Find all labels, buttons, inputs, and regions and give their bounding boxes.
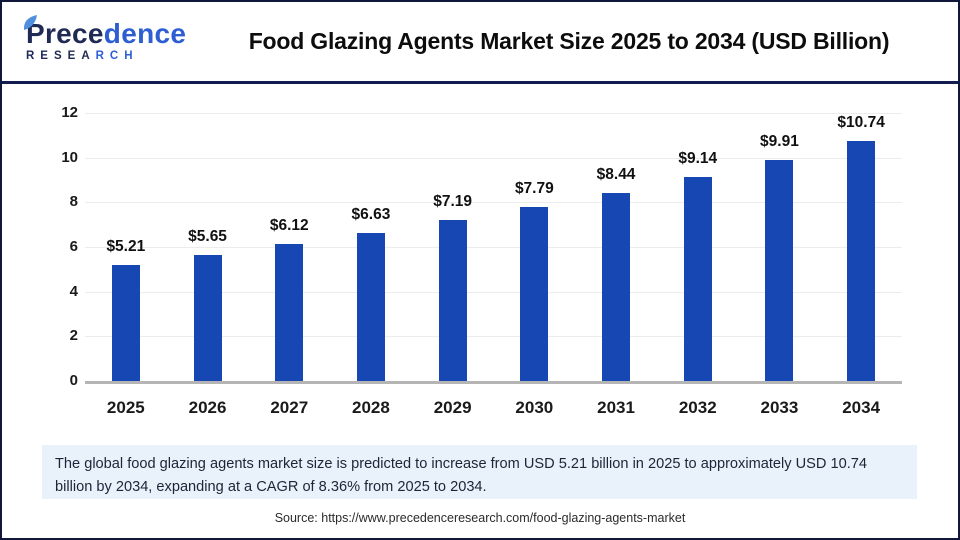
leaf-icon — [23, 14, 38, 35]
bar — [847, 141, 876, 381]
header: Precedence RESEARCH Food Glazing Agents … — [2, 2, 958, 84]
y-tick-label: 12 — [61, 104, 78, 121]
y-tick-label: 2 — [69, 327, 78, 345]
x-tick-label: 2033 — [760, 398, 799, 417]
x-tick-label: 2025 — [106, 398, 145, 417]
y-tick-label: 10 — [61, 148, 78, 166]
bar-value-label: $7.79 — [514, 180, 554, 198]
logo-subtitle: RESEARCH — [26, 51, 194, 63]
logo-name: Precedence — [26, 20, 194, 48]
bar-value-label: $6.63 — [351, 205, 391, 223]
bar-value-label: $9.14 — [678, 149, 718, 167]
gridline — [85, 247, 902, 248]
x-tick-label: 2034 — [842, 398, 881, 417]
bar — [356, 232, 385, 381]
gridline — [85, 157, 902, 159]
bar-value-label: $8.44 — [596, 165, 636, 183]
precedence-logo: Precedence RESEARCH — [23, 15, 194, 63]
chart-title: Food Glazing Agents Market Size 2025 to … — [248, 28, 890, 54]
bar — [438, 220, 467, 381]
bar — [683, 176, 712, 381]
bar-value-label: $6.12 — [269, 217, 309, 235]
bar — [765, 159, 794, 381]
x-tick-label: 2027 — [270, 398, 309, 417]
x-tick-label: 2032 — [678, 398, 717, 417]
gridline — [85, 202, 902, 204]
logo-name-dark: Prece — [26, 18, 104, 50]
bar-chart: 0 2 4 6 8 10 12 $5.21 2025 $5.65 2026 $6.12 2027 $6.6… — [2, 84, 958, 434]
logo-name-light: dence — [103, 18, 187, 50]
source-text: Source: https://www.precedenceresearch.c… — [274, 511, 686, 525]
x-axis-line — [85, 381, 902, 384]
x-tick-label: 2028 — [352, 398, 390, 417]
gridline — [85, 336, 902, 338]
logo-sub-dark: RESEA — [26, 50, 96, 63]
bar-value-label: $5.65 — [188, 227, 227, 245]
bar-value-label: $10.74 — [837, 114, 885, 132]
x-tick-label: 2029 — [433, 398, 472, 417]
bar — [193, 254, 222, 381]
gridline — [85, 291, 902, 293]
y-tick-label: 0 — [69, 372, 78, 389]
summary-text: The global food glazing agents market si… — [55, 456, 868, 495]
bar-value-label: $7.19 — [433, 193, 473, 211]
x-tick-label: 2031 — [597, 398, 635, 417]
x-tick-label: 2026 — [188, 398, 227, 417]
bar-value-label: $9.91 — [760, 132, 799, 150]
gridline — [85, 113, 902, 114]
bar — [111, 264, 140, 381]
bar — [275, 244, 304, 381]
logo-sub-light: RCH — [95, 50, 139, 63]
summary-box: The global food glazing agents market si… — [42, 445, 917, 499]
y-tick-label: 6 — [69, 238, 78, 255]
bar — [520, 207, 549, 381]
bar — [602, 192, 631, 381]
y-tick-label: 4 — [69, 282, 78, 300]
y-tick-label: 8 — [69, 193, 78, 211]
x-tick-label: 2030 — [515, 398, 554, 417]
bar-value-label: $5.21 — [106, 237, 146, 255]
